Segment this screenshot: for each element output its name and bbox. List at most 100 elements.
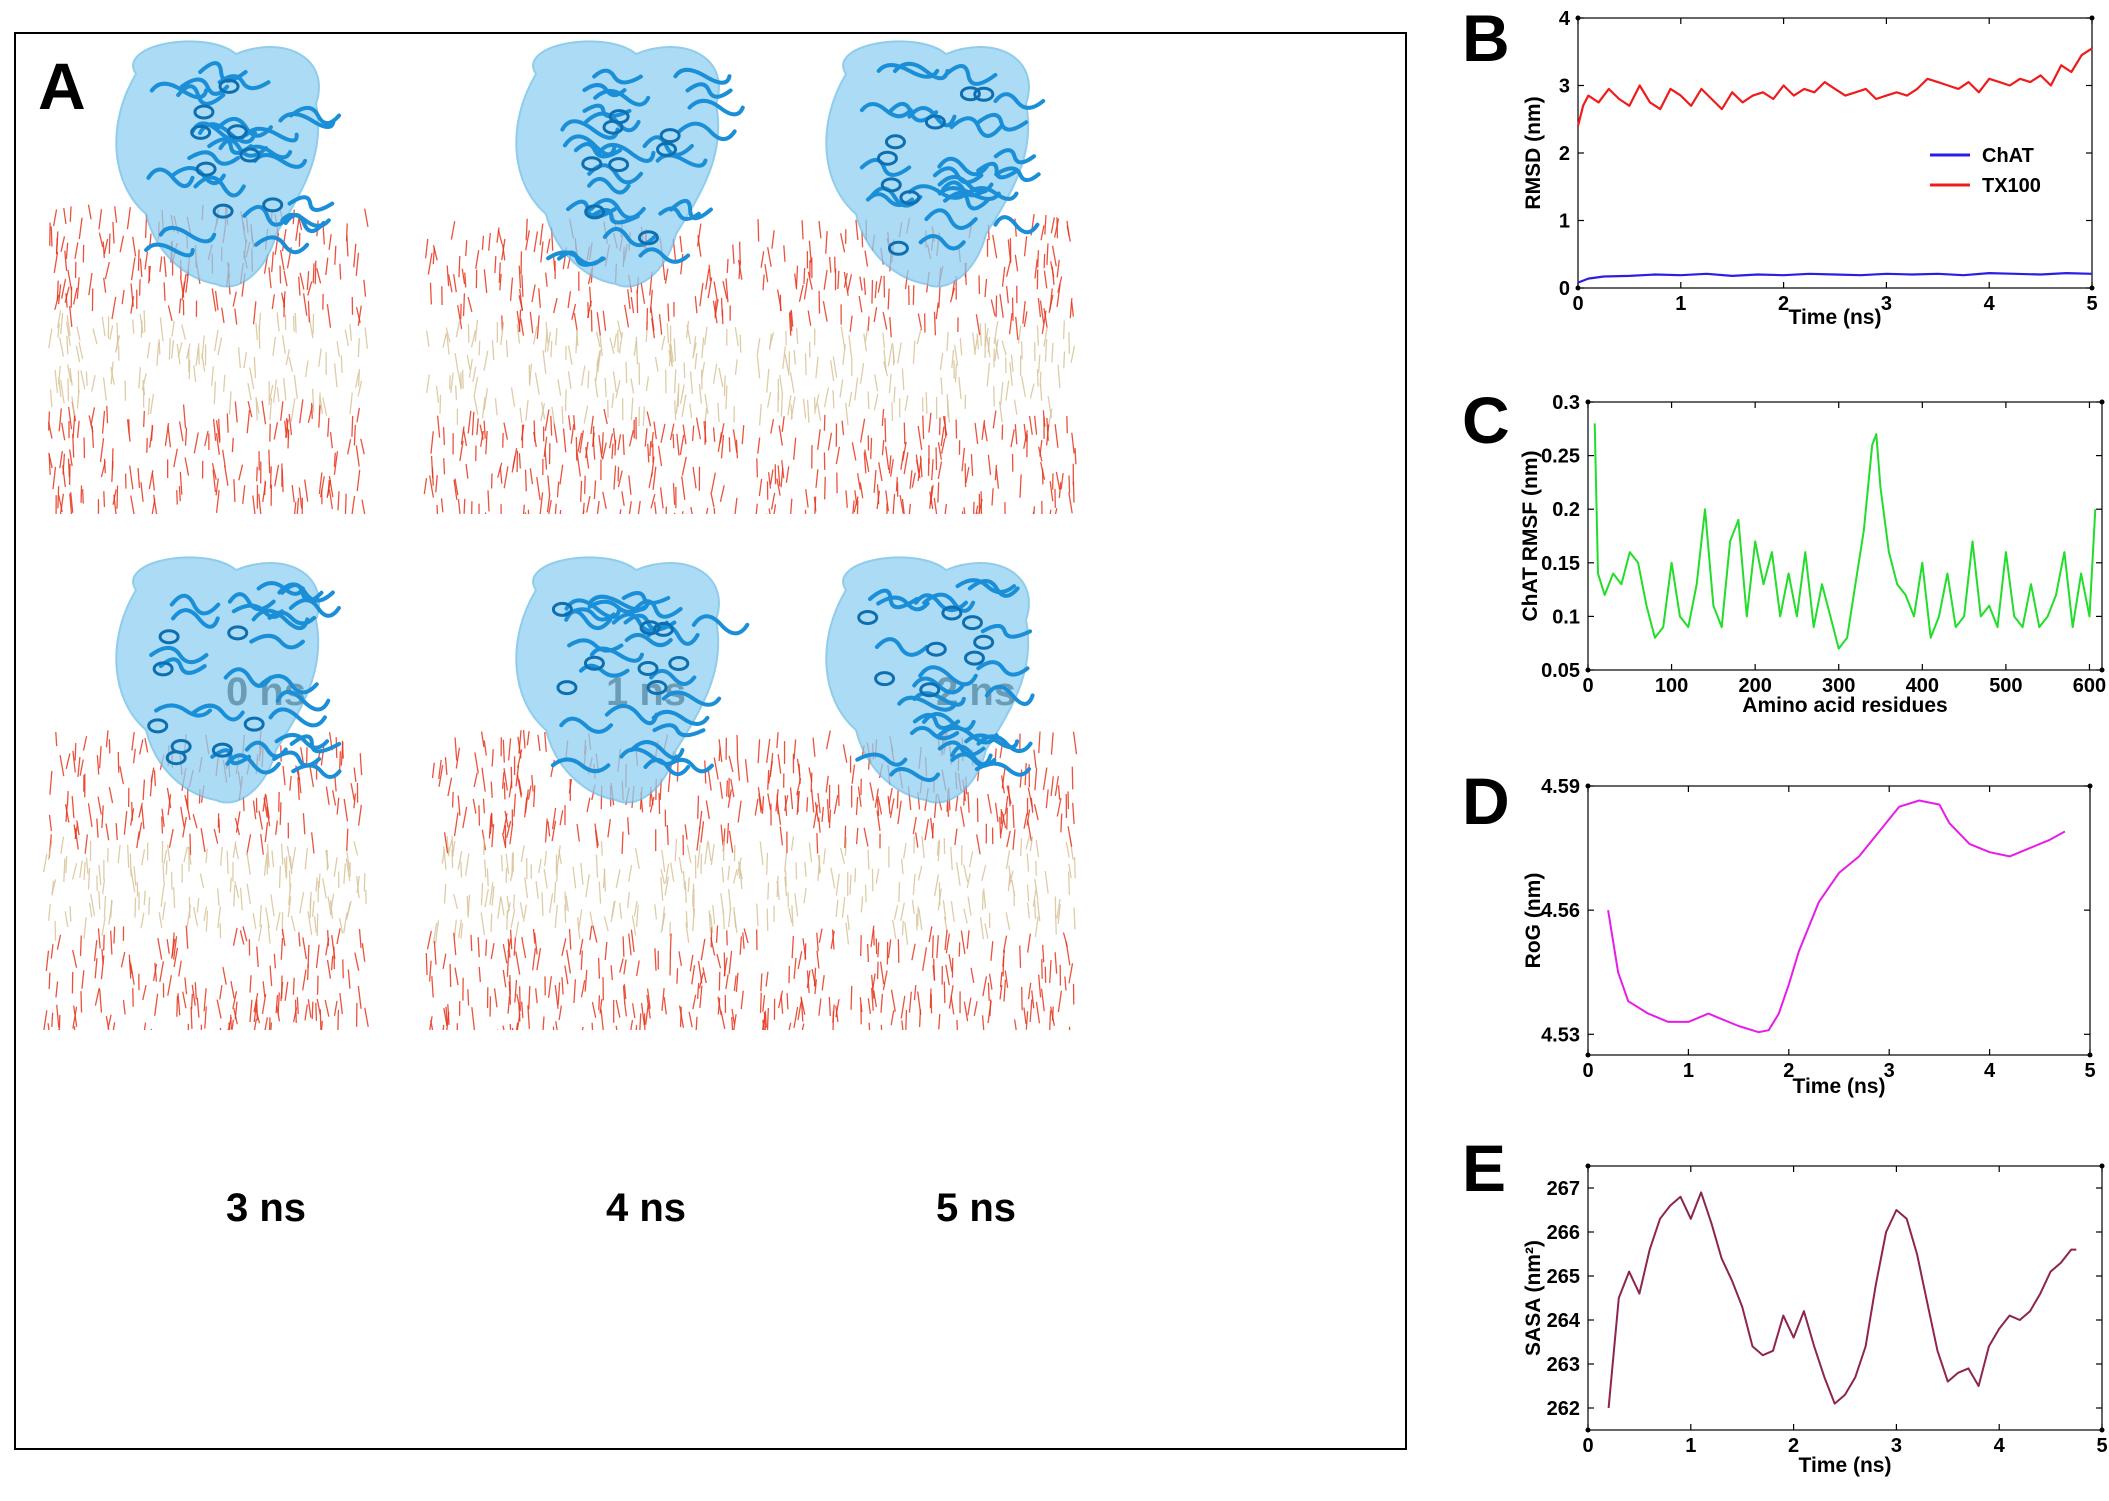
snapshot-time-label: 3 ns xyxy=(225,1186,307,1230)
chart-c: 0 100 200 300 400 500 600 0.05 0.1 0.15 0.2 0.25 0.3… xyxy=(1519,392,2106,717)
x-tick-label: 1 xyxy=(1685,1435,1696,1457)
y-tick-label: 4 xyxy=(1559,8,1571,30)
y-tick-label: 263 xyxy=(1547,1354,1580,1376)
x-tick-label: 0 xyxy=(1582,1060,1593,1082)
y-tick-label: 0.25 xyxy=(1541,446,1580,468)
panel-letter-d: D xyxy=(1462,764,1510,838)
frame-corner xyxy=(1585,1427,1591,1433)
plot-frame xyxy=(1587,1165,2103,1431)
x-tick-label: 2 xyxy=(1783,1060,1794,1082)
y-axis-label: RMSD (nm) xyxy=(1522,96,1545,209)
y-tick-label: 2 xyxy=(1559,143,1570,165)
panel-letter-b: B xyxy=(1462,1,1510,75)
x-tick-label: 1 xyxy=(1675,293,1686,315)
frame-corner xyxy=(1585,783,1591,789)
x-tick-label: 100 xyxy=(1655,675,1688,697)
frame-corner xyxy=(2099,667,2105,673)
membrane-protein-image xyxy=(423,40,745,536)
panel-letter-c: C xyxy=(1462,383,1510,457)
y-tick-label: 4.56 xyxy=(1541,900,1580,922)
x-tick-label: 3 xyxy=(1881,293,1892,315)
plot-frame xyxy=(1577,17,2093,289)
y-tick-label: 0 xyxy=(1559,278,1570,300)
frame-corner xyxy=(1585,667,1591,673)
legend-label: TX100 xyxy=(1982,175,2041,197)
frame-corner xyxy=(2087,1052,2093,1058)
y-tick-label: 4.59 xyxy=(1541,776,1580,798)
frame-corner xyxy=(2099,1163,2105,1169)
membrane-protein-image xyxy=(425,556,750,1053)
chart-d: 0 1 2 3 4 5 4.53 4.56 4.59 Time (ns) RoG (nm) xyxy=(1522,776,2096,1098)
x-tick-label: 5 xyxy=(2096,1435,2107,1457)
y-tick-label: 3 xyxy=(1559,76,1570,98)
chart-e: 0 1 2 3 4 5 262 263 264 265 266 267 Time (ns) SASA (n… xyxy=(1522,1163,2108,1477)
x-axis-label: Time (ns) xyxy=(1793,1075,1886,1098)
md-snapshot xyxy=(36,550,376,1052)
y-tick-label: 1 xyxy=(1559,211,1570,233)
md-snapshot xyxy=(746,550,1086,1044)
plot-frame xyxy=(1587,785,2091,1056)
x-axis-label: Time (ns) xyxy=(1789,306,1882,329)
y-axis-label: RoG (nm) xyxy=(1522,873,1545,969)
x-axis-label: Time (ns) xyxy=(1799,1454,1892,1477)
md-snapshot xyxy=(416,34,756,536)
series-line-main xyxy=(1607,1191,2077,1409)
frame-corner xyxy=(2099,399,2105,405)
y-tick-label: 0.15 xyxy=(1541,553,1580,575)
x-tick-label: 400 xyxy=(1906,675,1939,697)
x-axis-label: Amino acid residues xyxy=(1742,694,1947,717)
membrane-protein-image xyxy=(47,40,369,521)
snapshot-time-label: 5 ns xyxy=(935,1186,1017,1230)
frame-corner xyxy=(2089,285,2095,291)
legend-label: ChAT xyxy=(1982,145,2034,167)
y-tick-label: 0.3 xyxy=(1552,392,1580,414)
x-tick-label: 300 xyxy=(1822,675,1855,697)
frame-corner xyxy=(1585,399,1591,405)
membrane-protein-image xyxy=(754,556,1078,1044)
frame-corner xyxy=(1575,285,1581,291)
md-snapshot xyxy=(36,34,376,521)
frame-corner xyxy=(2099,1427,2105,1433)
y-tick-label: 265 xyxy=(1547,1266,1580,1288)
panel-letter-e: E xyxy=(1462,1131,1507,1205)
series-line-chat xyxy=(1577,272,2093,284)
x-tick-label: 2 xyxy=(1788,1435,1799,1457)
x-tick-label: 0 xyxy=(1582,675,1593,697)
md-snapshot xyxy=(746,34,1086,537)
x-tick-label: 5 xyxy=(2084,1060,2095,1082)
x-tick-label: 200 xyxy=(1738,675,1771,697)
x-tick-label: 500 xyxy=(1989,675,2022,697)
frame-corner xyxy=(1585,1163,1591,1169)
x-tick-label: 4 xyxy=(1994,1435,2006,1457)
y-tick-label: 264 xyxy=(1547,1310,1581,1332)
y-tick-label: 266 xyxy=(1547,1222,1580,1244)
y-tick-label: 4.53 xyxy=(1541,1024,1580,1046)
y-axis-label: ChAT RMSF (nm) xyxy=(1519,450,1542,621)
x-tick-label: 3 xyxy=(1891,1435,1902,1457)
x-tick-label: 0 xyxy=(1582,1435,1593,1457)
snapshot-time-label: 4 ns xyxy=(605,1186,687,1230)
plot-frame xyxy=(1587,401,2103,671)
y-axis-label: SASA (nm²) xyxy=(1522,1240,1545,1356)
membrane-protein-image xyxy=(754,40,1077,537)
x-tick-label: 3 xyxy=(1884,1060,1895,1082)
series-line-tx100 xyxy=(1576,47,2093,127)
series-line-main xyxy=(1593,423,2097,650)
y-tick-label: 262 xyxy=(1547,1398,1580,1420)
frame-corner xyxy=(1585,1052,1591,1058)
y-tick-label: 0.1 xyxy=(1552,606,1580,628)
frame-corner xyxy=(1575,15,1581,21)
panel-letter-a: A xyxy=(38,49,86,123)
frame-corner xyxy=(2087,783,2093,789)
frame-corner xyxy=(2089,15,2095,21)
x-tick-label: 1 xyxy=(1683,1060,1694,1082)
y-tick-label: 0.2 xyxy=(1552,499,1580,521)
y-tick-label: 0.05 xyxy=(1541,660,1580,682)
x-tick-label: 2 xyxy=(1778,293,1789,315)
x-tick-label: 5 xyxy=(2086,293,2097,315)
series-line-main xyxy=(1607,799,2066,1034)
x-tick-label: 0 xyxy=(1572,293,1583,315)
panel-a-frame: A 0 ns1 ns2 ns3 ns4 ns5 ns xyxy=(14,32,1407,1450)
x-tick-label: 4 xyxy=(1984,1060,1996,1082)
membrane-protein-image xyxy=(42,556,369,1052)
